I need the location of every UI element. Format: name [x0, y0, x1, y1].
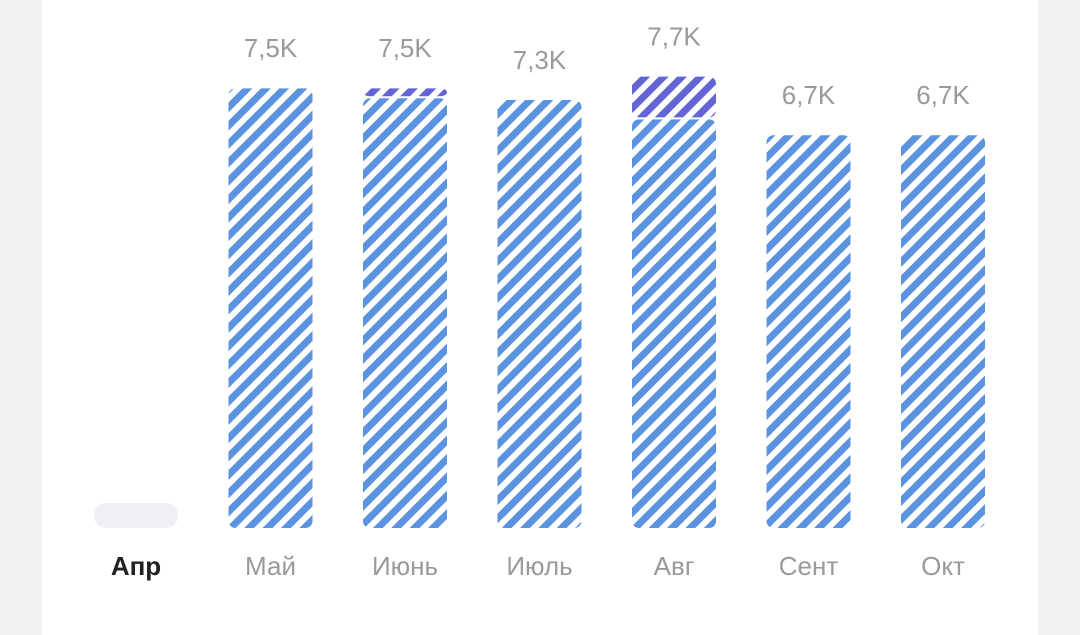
bar-segment: [497, 100, 582, 528]
value-label: 7,3K: [513, 45, 567, 75]
value-label: 6,7K: [782, 80, 836, 110]
value-label: 7,5K: [378, 33, 432, 63]
value-label: 7,5K: [244, 33, 298, 63]
value-label: 6,7K: [916, 80, 970, 110]
bar-segment: [901, 135, 985, 528]
month-label[interactable]: Сент: [779, 551, 839, 581]
bar-segment: [632, 76, 716, 118]
empty-bar: [94, 503, 178, 528]
month-label[interactable]: Июль: [506, 551, 572, 581]
month-label[interactable]: Июнь: [372, 551, 438, 581]
bar-segment: [363, 88, 447, 97]
month-label[interactable]: Апр: [111, 551, 161, 581]
month-label[interactable]: Май: [245, 551, 296, 581]
month-label[interactable]: Авг: [654, 551, 695, 581]
bar-segment: [228, 88, 313, 528]
value-label: 7,7K: [647, 21, 701, 51]
bar-segment: [363, 98, 447, 528]
bar-segment: [766, 135, 851, 528]
month-label[interactable]: Окт: [921, 551, 965, 581]
bar-segment: [632, 119, 716, 528]
